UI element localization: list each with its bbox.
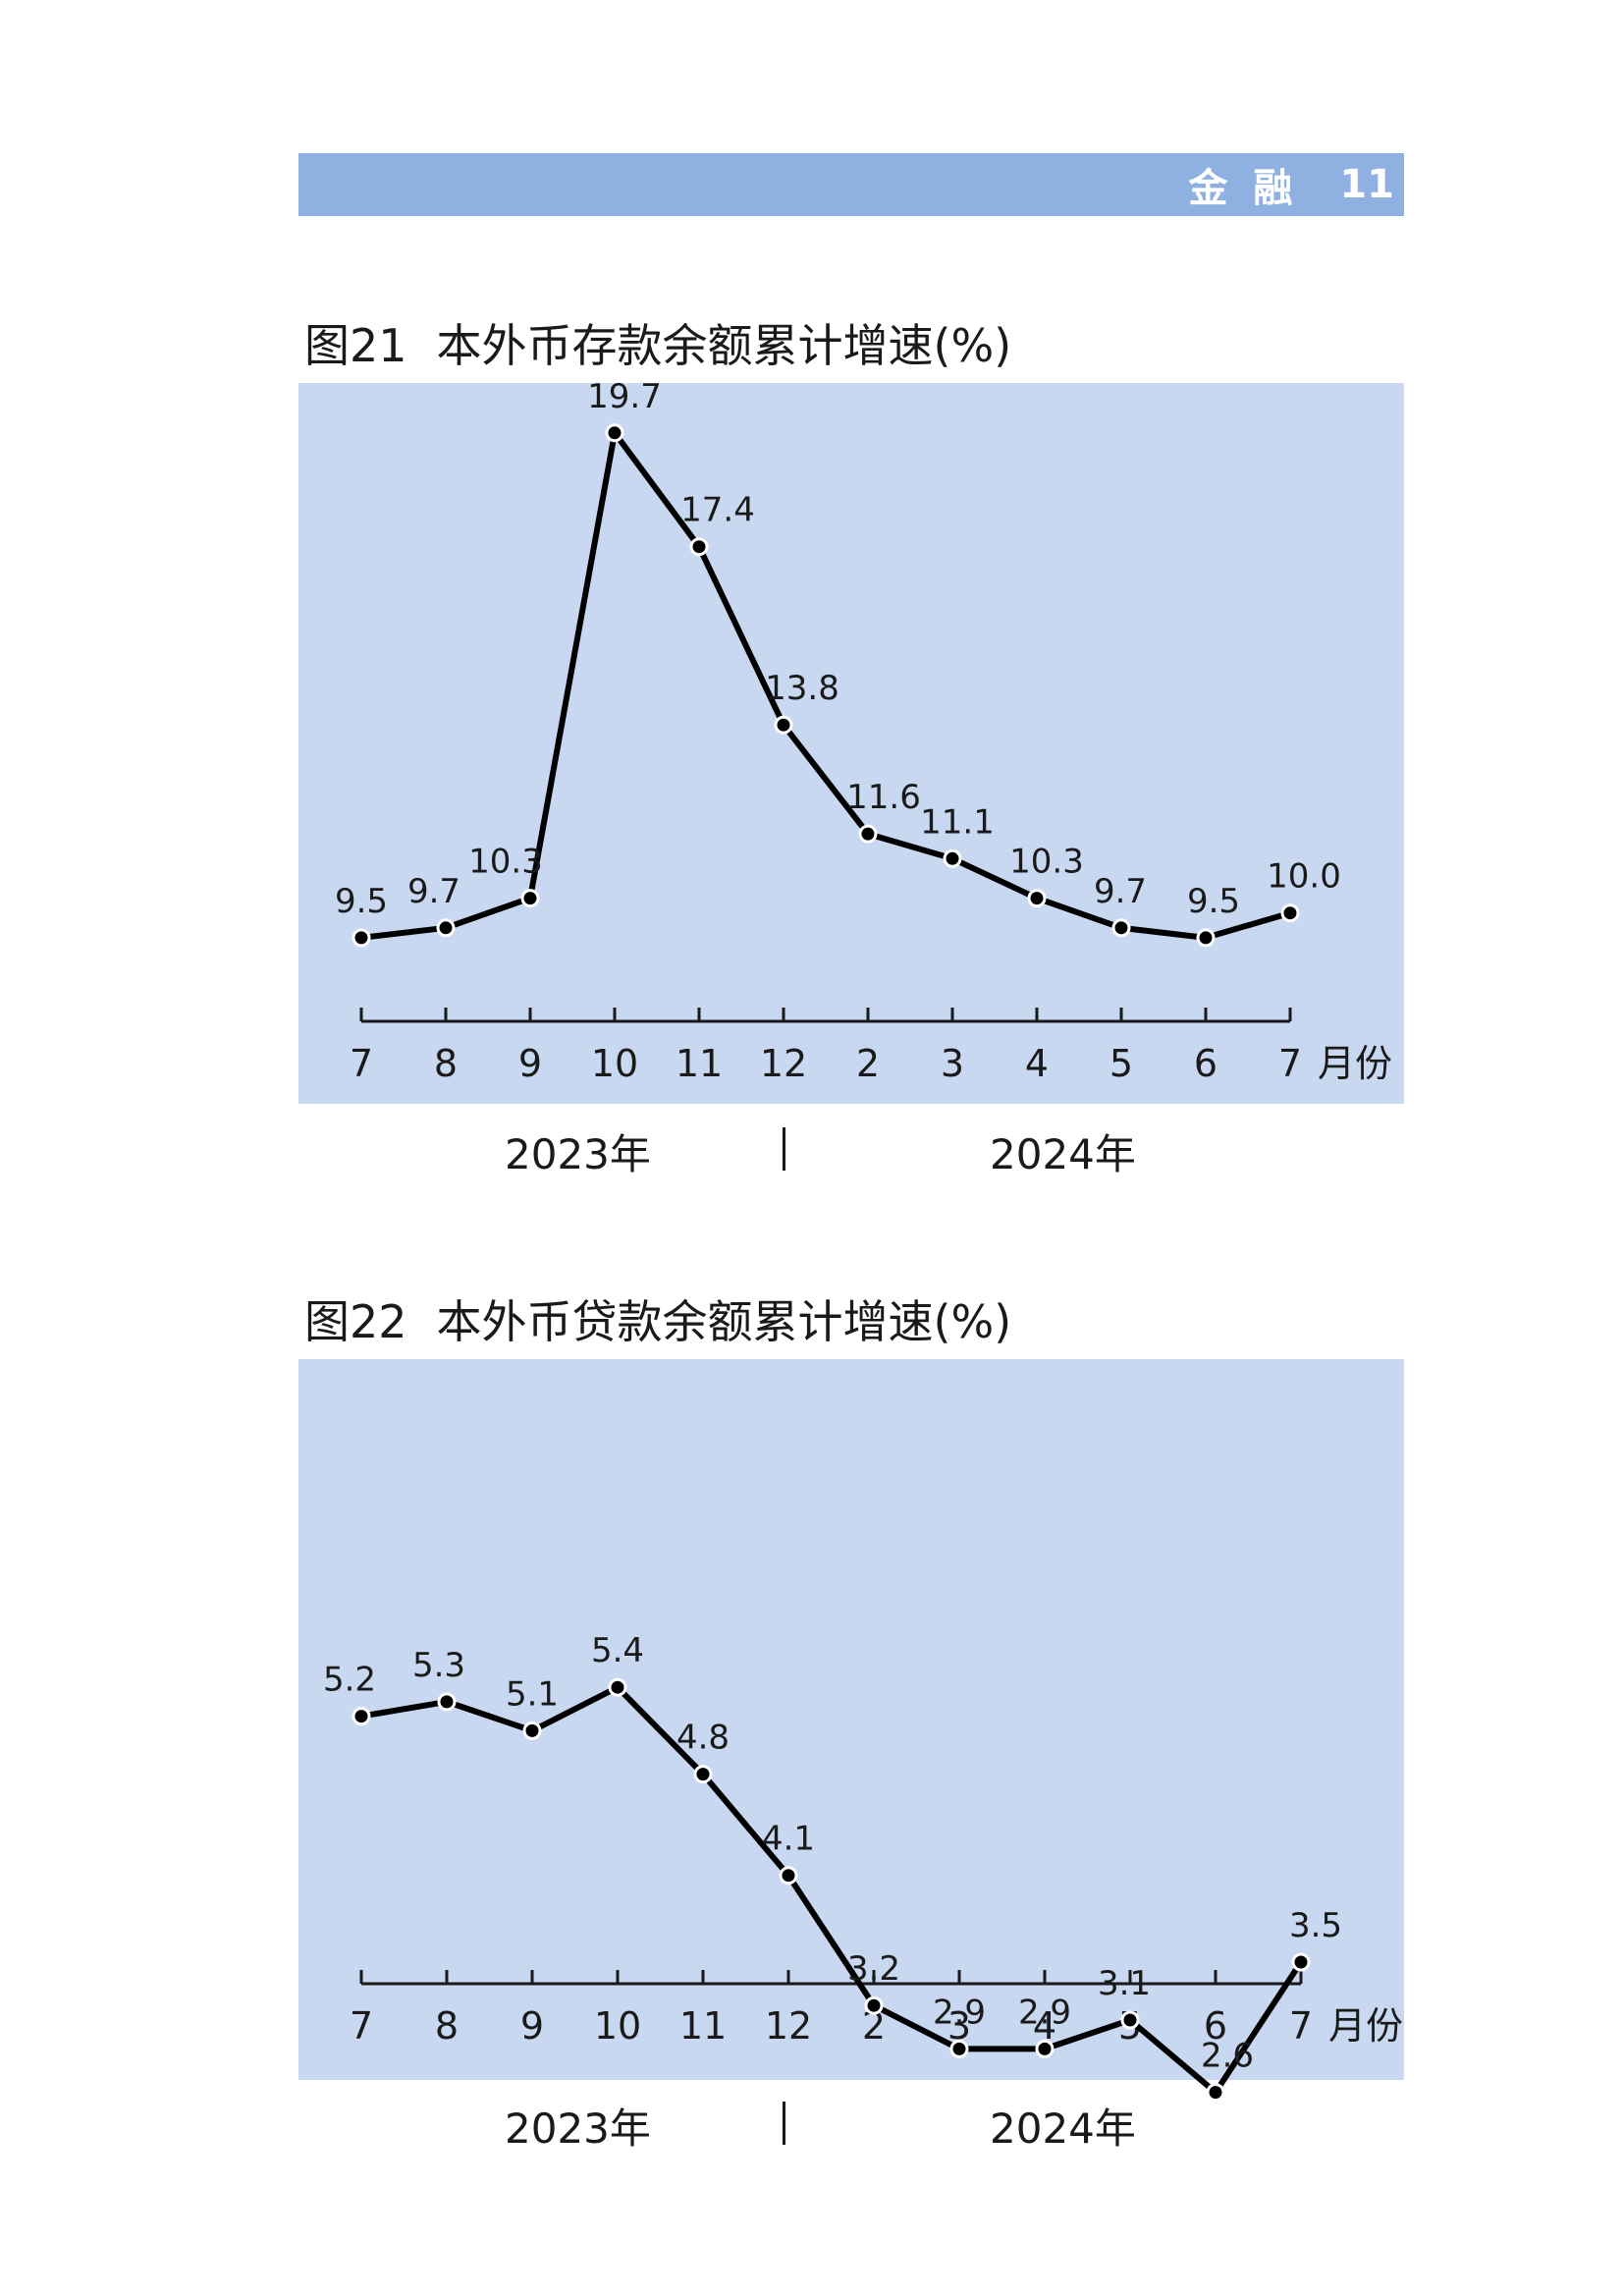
data-point	[1280, 903, 1300, 923]
x-tick-label: 12	[765, 2004, 812, 2048]
data-point	[949, 2039, 969, 2058]
data-label: 17.4	[680, 491, 755, 530]
x-tick-label: 7	[350, 1042, 373, 1085]
data-label: 5.4	[591, 1631, 644, 1670]
data-label: 9.7	[1094, 872, 1147, 911]
year-separator	[783, 2102, 785, 2145]
data-label: 3.1	[1098, 1964, 1151, 2003]
data-label: 3.5	[1289, 1906, 1342, 1945]
data-point	[943, 848, 962, 868]
x-tick-label: 5	[1109, 1042, 1133, 1085]
x-tick-label: 6	[1194, 1042, 1217, 1085]
data-point	[522, 1721, 542, 1740]
data-point	[352, 1707, 371, 1726]
x-tick-label: 7	[350, 2004, 373, 2048]
figure-caption: 本外币存款余额累计增速(%)	[436, 319, 1012, 372]
year-label-2023: 2023年	[505, 2105, 651, 2153]
x-tick-label: 9	[518, 1042, 542, 1085]
data-point	[1027, 889, 1047, 908]
data-label: 11.6	[846, 778, 921, 817]
data-label: 9.7	[407, 872, 460, 911]
figure-22-title: 图22 本外币贷款余额累计增速(%)	[304, 1286, 1011, 1351]
data-label: 9.5	[335, 882, 388, 921]
figure-21-title: 图21 本外币存款余额累计增速(%)	[304, 310, 1011, 375]
x-tick-label: 10	[591, 1042, 638, 1085]
x-tick-label: 7	[1278, 1042, 1302, 1085]
deposit-growth-chart-panel: 7 8 9 10 11 12 2 3 4 5 6 7 月份 9.5 9.7 10.3 19.7 17.4 13.8 1…	[298, 377, 1404, 1104]
data-point	[693, 1765, 713, 1784]
data-label: 5.2	[323, 1661, 376, 1700]
year-label-2024: 2024年	[990, 2105, 1136, 2153]
data-point	[520, 889, 540, 908]
data-label: 2.6	[1201, 2037, 1254, 2076]
year-label-2024: 2024年	[990, 1130, 1136, 1178]
figure-number: 图22	[304, 1295, 407, 1348]
x-tick-label: 7	[1289, 2004, 1313, 2048]
data-point	[352, 928, 371, 948]
data-point	[1111, 918, 1131, 938]
x-tick-label: 8	[435, 2004, 459, 2048]
section-header-bar: 金融 11	[298, 153, 1404, 216]
x-tick-label: 8	[434, 1042, 458, 1085]
data-label: 4.8	[676, 1719, 730, 1758]
x-tick-label: 11	[676, 1042, 723, 1085]
data-label: 10.0	[1267, 857, 1341, 897]
data-label: 2.9	[933, 1993, 986, 2032]
deposit-growth-line-chart: 7 8 9 10 11 12 2 3 4 5 6 7 月份9.5 9.710.319.717.413.81…	[335, 377, 1392, 1085]
year-separator	[783, 1127, 785, 1171]
data-label: 4.1	[762, 1820, 815, 1859]
x-tick-label: 10	[594, 2004, 641, 2048]
data-point	[1035, 2039, 1055, 2058]
x-tick-label: 2	[856, 1042, 880, 1085]
series-line	[358, 429, 1293, 941]
data-point	[1120, 2010, 1140, 2030]
x-axis-unit-label: 月份	[1328, 2004, 1403, 2048]
data-point	[779, 1866, 798, 1886]
year-label-2023: 2023年	[505, 1130, 651, 1178]
data-point	[437, 1692, 457, 1712]
data-point	[774, 715, 793, 735]
page-number: 11	[1339, 162, 1394, 207]
x-tick-label: 4	[1025, 1042, 1049, 1085]
data-point	[1206, 2083, 1225, 2103]
x-tick-label: 3	[941, 1042, 964, 1085]
data-point	[1196, 928, 1216, 948]
data-label: 11.1	[920, 802, 995, 842]
figure-caption: 本外币贷款余额累计增速(%)	[436, 1295, 1012, 1348]
data-label: 10.3	[468, 843, 543, 882]
x-axis-unit-label: 月份	[1318, 1042, 1392, 1085]
data-label: 5.1	[506, 1674, 559, 1714]
x-tick-label: 11	[679, 2004, 727, 2048]
x-tick-label: 9	[520, 2004, 544, 2048]
series-line	[358, 1684, 1304, 2096]
section-title: 金融	[1188, 166, 1319, 211]
data-label: 3.2	[847, 1949, 900, 1989]
loan-growth-line-chart: 789101112234567月份5.25.35.15.44.84.13.22.…	[323, 1631, 1403, 2103]
data-label: 2.9	[1018, 1993, 1071, 2032]
data-label: 19.7	[587, 377, 662, 416]
loan-growth-chart-panel: 789101112234567月份5.25.35.15.44.84.13.22.…	[298, 1359, 1404, 2103]
data-point	[605, 423, 624, 443]
data-label: 10.3	[1009, 843, 1084, 882]
data-point	[858, 824, 878, 844]
data-point	[864, 1995, 884, 2015]
data-point	[689, 537, 709, 557]
data-point	[608, 1677, 627, 1697]
x-tick-label: 12	[760, 1042, 807, 1085]
data-point	[1291, 1952, 1311, 1972]
data-label: 5.3	[412, 1646, 465, 1685]
x-tick-label: 6	[1204, 2004, 1227, 2048]
data-label: 13.8	[765, 669, 839, 708]
data-point	[436, 918, 456, 938]
figure-number: 图21	[304, 319, 407, 372]
data-label: 9.5	[1187, 882, 1240, 921]
